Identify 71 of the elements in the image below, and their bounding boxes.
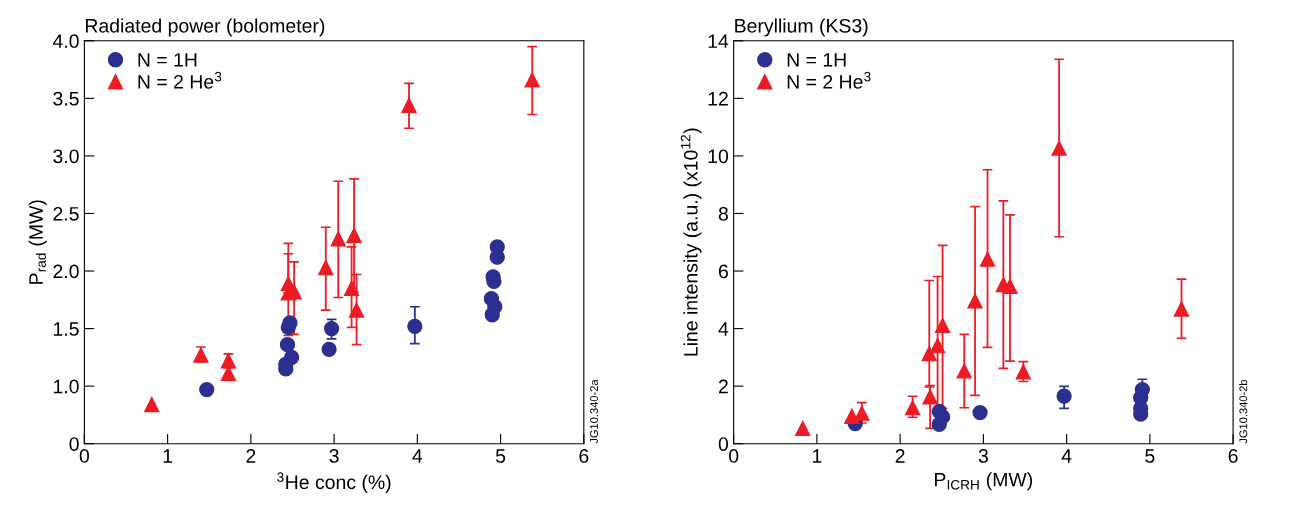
- point: [1056, 388, 1072, 404]
- legend-label: N = 2 He$^{3}$: [787, 71, 871, 89]
- point: [484, 307, 500, 323]
- chart-title: Beryllium (KS3): [735, 18, 868, 37]
- point: [286, 284, 302, 300]
- y-tick-label: 8: [718, 206, 728, 221]
- y-tick-label: 0: [69, 437, 79, 451]
- text: JG10.340-2b: [1239, 379, 1248, 444]
- point: [284, 349, 300, 366]
- legend-label: N = 2 He$^{3}$: [138, 71, 222, 89]
- chart-title: Radiated power (bolometer): [85, 18, 325, 37]
- point: [967, 293, 983, 309]
- point: [524, 72, 540, 88]
- point: [1051, 140, 1067, 156]
- x-tick-label: 0: [79, 449, 90, 463]
- point: [979, 251, 996, 267]
- point: [795, 420, 811, 437]
- y-tick-label: 2: [718, 379, 728, 394]
- x-tick-label: 0: [729, 449, 739, 463]
- x-tick-label: 6: [579, 449, 589, 463]
- y-tick-label: 0: [718, 437, 729, 451]
- x-tick-label: 3: [978, 449, 988, 463]
- y-tick-label: 3.5: [53, 91, 79, 106]
- point: [407, 318, 423, 334]
- y-tick-label: 6: [718, 264, 728, 279]
- x-axis-title: $^{3}$He conc (%): [277, 472, 391, 493]
- point: [343, 280, 360, 296]
- point: [931, 416, 947, 433]
- point: [144, 396, 160, 413]
- x-tick-label: 1: [812, 449, 822, 463]
- point: [972, 404, 988, 421]
- x-tick-label: 4: [1061, 449, 1072, 463]
- point: [199, 381, 215, 398]
- point: [318, 259, 334, 276]
- x-tick-label: 2: [895, 449, 905, 463]
- y-tick-label: 12: [708, 91, 728, 106]
- point: [934, 317, 951, 334]
- y-tick-label: 2.5: [53, 206, 79, 221]
- point: [956, 363, 972, 379]
- y-axis-title: Line intensity (a.u.) (x10$^{12}$): [680, 128, 702, 356]
- x-axis-title: P$_{ICRH}$ (MW): [935, 472, 1033, 491]
- text: JG10.340-2a: [590, 379, 598, 444]
- point: [904, 400, 921, 416]
- point: [1002, 278, 1018, 294]
- y-tick-label: 14: [708, 34, 729, 48]
- x-tick-label: 2: [246, 449, 256, 463]
- x-tick-label: 5: [495, 449, 506, 463]
- y-tick-label: 4.0: [52, 34, 79, 49]
- x-tick-label: 6: [1228, 449, 1238, 463]
- y-tick-label: 2.0: [53, 264, 79, 279]
- point: [854, 405, 870, 421]
- y-tick-label: 10: [708, 149, 729, 164]
- x-tick-label: 3: [329, 449, 339, 463]
- y-tick-label: 4: [718, 322, 729, 336]
- y-axis-title: P$_{rad}$ (MW): [28, 200, 47, 284]
- y-tick-label: 1.5: [53, 322, 79, 336]
- point: [348, 302, 365, 318]
- point: [321, 341, 337, 357]
- point: [1173, 301, 1190, 317]
- point: [330, 231, 346, 247]
- y-tick-label: 1.0: [53, 379, 79, 394]
- legend-label: N = 1H: [138, 53, 197, 67]
- point: [401, 97, 417, 113]
- point: [1015, 364, 1031, 380]
- x-tick-label: 5: [1145, 449, 1155, 463]
- point: [346, 227, 362, 243]
- legend-label: N = 1H: [787, 53, 846, 67]
- point: [929, 337, 946, 354]
- y-tick-label: 3.0: [53, 149, 79, 164]
- x-tick-label: 4: [412, 449, 423, 463]
- x-tick-label: 1: [163, 449, 173, 463]
